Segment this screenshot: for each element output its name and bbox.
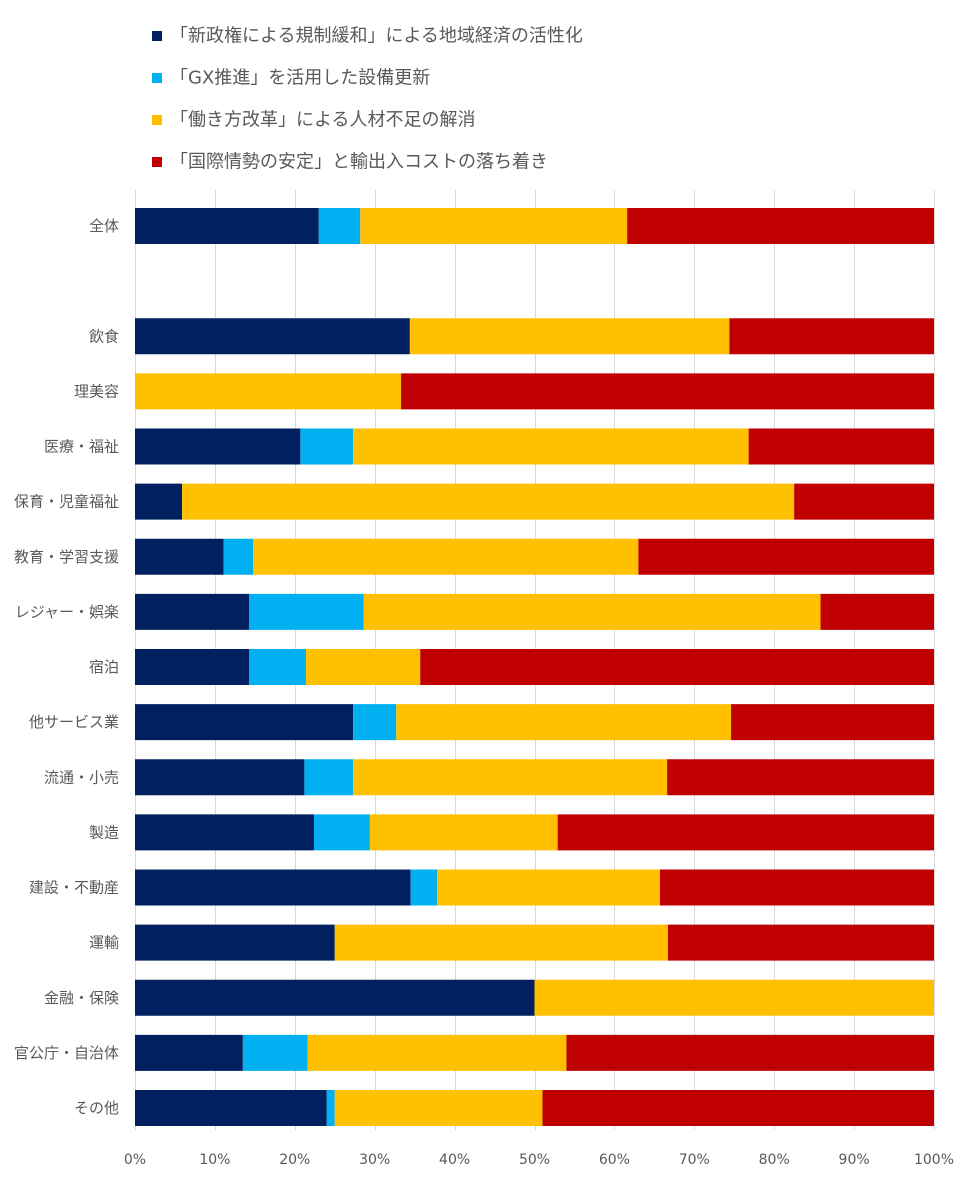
legend-label: 「GX推進」を活用した設備更新	[170, 68, 430, 89]
bar-segment	[566, 1034, 934, 1071]
category-label: 金融・保険	[44, 989, 119, 1007]
legend-label: 「新政権による規制緩和」による地域経済の活性化	[170, 26, 583, 47]
bar-segment	[353, 759, 668, 796]
bar-segment	[557, 814, 934, 851]
bar-segment	[794, 483, 934, 520]
category-label: 保育・児童福祉	[14, 493, 119, 511]
bar-segment	[748, 428, 934, 465]
bar-segment	[318, 208, 361, 244]
bar-segment	[396, 704, 732, 741]
x-tick-label: 90%	[839, 1152, 870, 1168]
bar-segment	[627, 208, 934, 244]
bar-segment	[369, 814, 558, 851]
bar-segment	[242, 1034, 308, 1071]
bar-segment	[135, 428, 301, 465]
bar-segment	[659, 869, 934, 906]
bar-segment	[135, 1090, 327, 1126]
category-label: 教育・学習支援	[14, 548, 119, 566]
category-label: 他サービス業	[29, 713, 119, 731]
bar-segment	[729, 318, 934, 355]
bar-segment	[135, 979, 535, 1016]
bar-segment	[363, 593, 821, 630]
bar-segment	[135, 593, 250, 630]
category-label: その他	[74, 1099, 119, 1117]
bar-segment	[534, 979, 934, 1016]
x-tick-label: 0%	[124, 1152, 146, 1168]
bar-segment	[307, 1034, 567, 1071]
category-labels: 全体飲食理美容医療・福祉保育・児童福祉教育・学習支援レジャー・娯楽宿泊他サービス…	[14, 217, 119, 1117]
bar-segment	[334, 924, 668, 961]
bar-segment	[253, 538, 639, 575]
category-label: 製造	[89, 823, 119, 841]
bar-segment	[437, 869, 660, 906]
bar-segment	[731, 704, 934, 741]
bar-segment	[305, 649, 421, 685]
bars	[135, 208, 934, 1126]
x-tick-label: 40%	[439, 1152, 470, 1168]
bar-segment	[820, 593, 934, 630]
bar-segment	[542, 1090, 934, 1126]
legend: 「新政権による規制緩和」による地域経済の活性化「GX推進」を活用した設備更新「働…	[152, 26, 583, 173]
category-label: 流通・小売	[44, 768, 119, 786]
category-label: 飲食	[89, 327, 119, 345]
bar-segment	[135, 814, 314, 851]
bar-segment	[401, 373, 934, 410]
bar-segment	[135, 373, 402, 410]
bar-segment	[300, 428, 354, 465]
bar-segment	[353, 428, 749, 465]
legend-swatch	[152, 157, 162, 167]
bar-segment	[360, 208, 628, 244]
bar-segment	[135, 538, 224, 575]
bar-segment	[249, 649, 306, 685]
bar-segment	[326, 1090, 335, 1126]
bar-segment	[667, 759, 934, 796]
category-label: 宿泊	[89, 658, 119, 676]
x-tick-label: 10%	[199, 1152, 230, 1168]
bar-segment	[135, 1034, 243, 1071]
bar-segment	[182, 483, 795, 520]
x-tick-label: 50%	[519, 1152, 550, 1168]
category-label: レジャー・娯楽	[15, 603, 119, 621]
legend-label: 「国際情勢の安定」と輸出入コストの落ち着き	[170, 152, 548, 173]
bar-segment	[135, 869, 411, 906]
bar-segment	[249, 593, 364, 630]
x-tick-label: 30%	[359, 1152, 390, 1168]
bar-segment	[135, 924, 335, 961]
bar-segment	[334, 1090, 543, 1126]
bar-segment	[135, 318, 410, 355]
bar-segment	[667, 924, 934, 961]
bar-segment	[353, 704, 397, 741]
category-label: 官公庁・自治体	[14, 1044, 119, 1062]
legend-swatch	[152, 115, 162, 125]
legend-swatch	[152, 73, 162, 83]
x-tick-label: 100%	[914, 1152, 954, 1168]
bar-segment	[135, 483, 183, 520]
bar-segment	[638, 538, 934, 575]
x-tick-label: 70%	[679, 1152, 710, 1168]
bar-segment	[304, 759, 354, 796]
category-label: 建設・不動産	[29, 879, 119, 897]
bar-segment	[409, 318, 730, 355]
bar-segment	[313, 814, 370, 851]
x-tick-label: 80%	[759, 1152, 790, 1168]
category-label: 医療・福祉	[44, 438, 119, 456]
x-tick-label: 20%	[279, 1152, 310, 1168]
x-axis-tick-labels: 0% 10% 20% 30% 40% 50% 60% 70% 80% 90% 100%	[124, 1152, 954, 1168]
category-label: 理美容	[74, 382, 119, 400]
bar-segment	[135, 208, 319, 244]
category-label: 全体	[89, 217, 119, 235]
legend-label: 「働き方改革」による人材不足の解消	[170, 110, 475, 131]
category-label: 運輸	[89, 934, 119, 952]
bar-segment	[223, 538, 254, 575]
bar-segment	[410, 869, 438, 906]
bar-segment	[420, 649, 934, 685]
x-tick-label: 60%	[599, 1152, 630, 1168]
bar-segment	[135, 649, 250, 685]
bar-segment	[135, 759, 305, 796]
bar-segment	[135, 704, 354, 741]
legend-swatch	[152, 31, 162, 41]
